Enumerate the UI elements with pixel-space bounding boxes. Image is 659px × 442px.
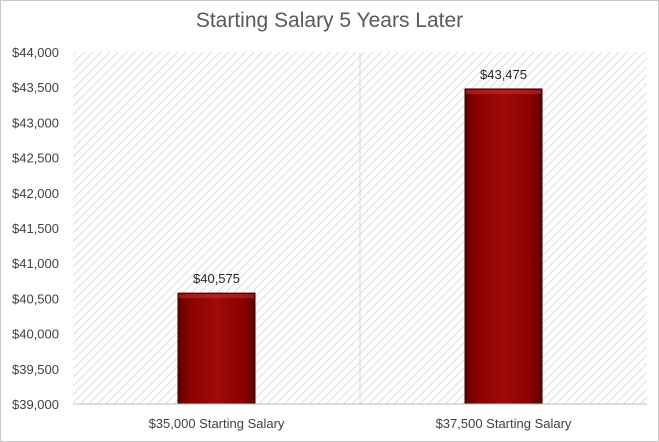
data-label: $40,575 <box>193 271 240 286</box>
y-axis: $39,000 $39,500 $40,000 $40,500 $41,000 $41,5… <box>12 45 59 412</box>
data-label: $43,475 <box>480 67 527 82</box>
x-axis: $35,000 Starting Salary $37,500 Starting … <box>149 416 572 431</box>
x-tick-label: $35,000 Starting Salary <box>149 416 285 431</box>
y-tick-label: $41,500 <box>12 221 59 236</box>
y-tick-label: $40,000 <box>12 327 59 342</box>
y-tick-label: $41,000 <box>12 256 59 271</box>
chart-title: Starting Salary 5 Years Later <box>195 9 464 32</box>
bar <box>177 292 256 405</box>
y-tick-label: $43,000 <box>12 115 59 130</box>
bar-bevel <box>466 89 541 94</box>
y-tick-label: $39,000 <box>12 397 59 412</box>
bar <box>464 88 543 405</box>
y-tick-label: $42,000 <box>12 186 59 201</box>
y-tick-label: $43,500 <box>12 80 59 95</box>
y-tick-label: $42,500 <box>12 151 59 166</box>
bar-bevel <box>179 294 254 299</box>
bars: $40,575 $43,475 <box>177 52 543 405</box>
y-tick-label: $39,500 <box>12 362 59 377</box>
y-tick-label: $40,500 <box>12 291 59 306</box>
x-tick-label: $37,500 Starting Salary <box>436 416 572 431</box>
y-tick-label: $44,000 <box>12 45 59 60</box>
